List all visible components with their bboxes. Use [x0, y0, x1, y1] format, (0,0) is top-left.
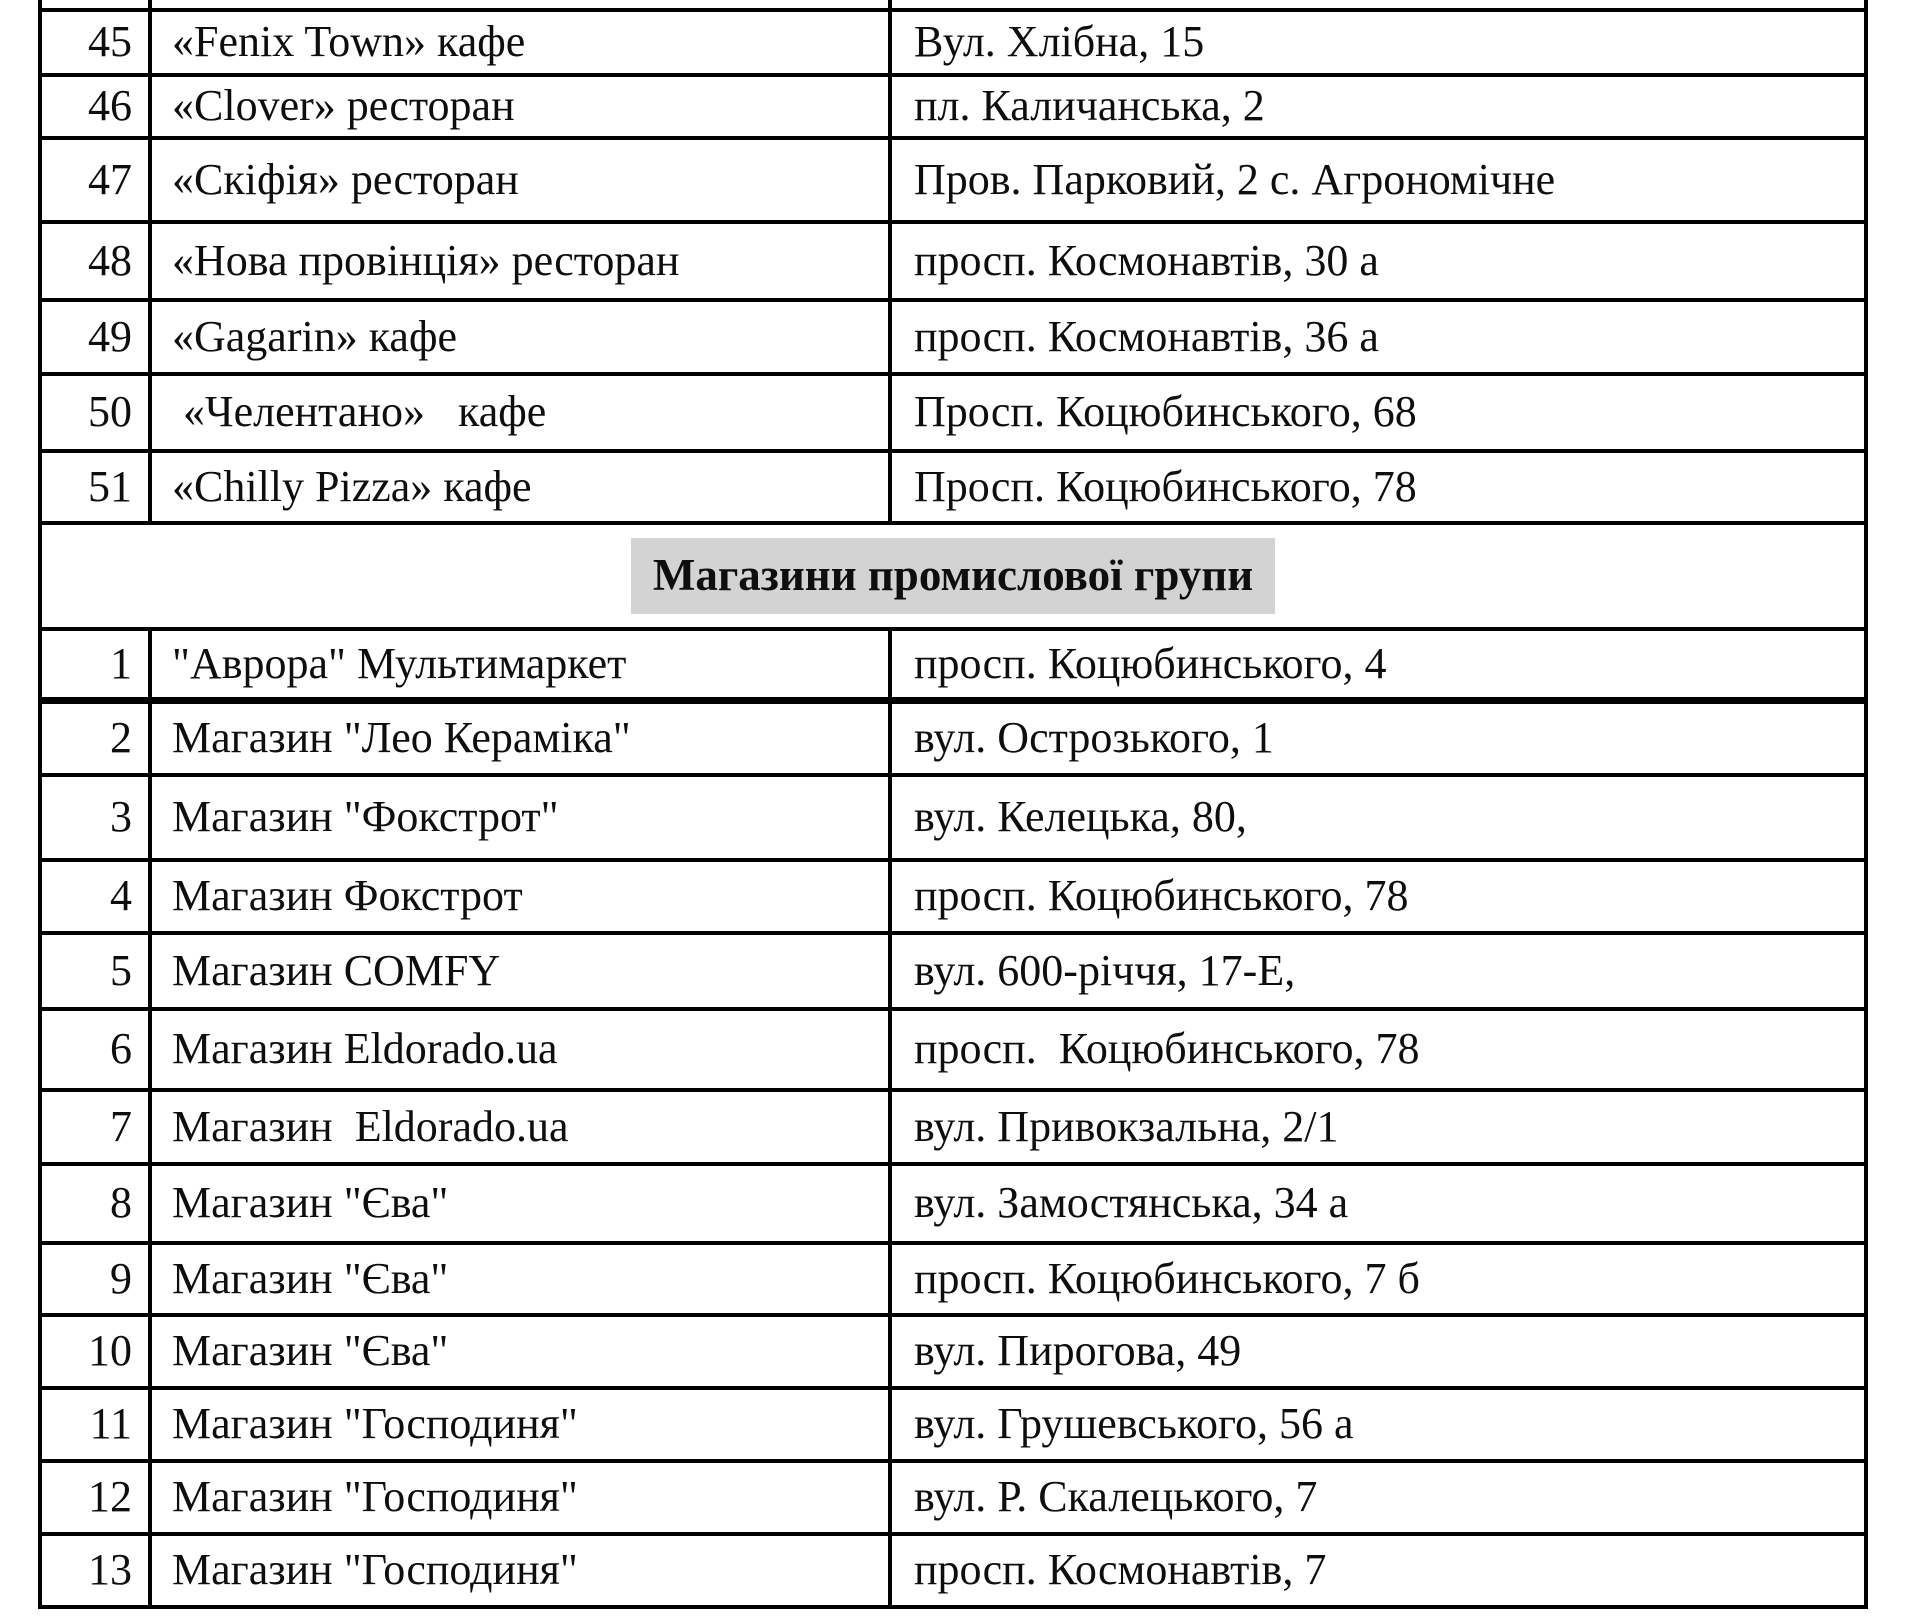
establishment-name-cell [152, 0, 892, 8]
establishment-name-cell: Магазин "Господиня" [152, 1463, 892, 1532]
address-cell: просп. Космонавтів, 36 а [914, 311, 1379, 361]
table-row: 47 «Скіфія» ресторан Пров. Парковий, 2 с… [42, 140, 1864, 224]
address-cell: вул. Келецька, 80, [914, 792, 1247, 842]
row-number-cell: 10 [42, 1317, 152, 1386]
table-row: 4 Магазин Фокстрот просп. Коцюбинського,… [42, 862, 1864, 935]
row-number-cell: 4 [42, 862, 152, 931]
address-cell: пл. Каличанська, 2 [914, 81, 1265, 131]
table-row: 45 «Fenix Town» кафе Вул. Хлібна, 15 [42, 12, 1864, 77]
cafes-rows: 45 «Fenix Town» кафе Вул. Хлібна, 15 46 … [42, 12, 1864, 525]
address-cell [892, 0, 1864, 8]
row-number-cell: 47 [42, 140, 152, 220]
establishment-name-cell: Магазин "Єва" [152, 1317, 892, 1386]
row-number-cell: 49 [42, 302, 152, 372]
table-row: 6 Магазин Eldorado.ua просп. Коцюбинсько… [42, 1011, 1864, 1092]
row-number-cell: 5 [42, 935, 152, 1007]
shops-rows: 1 "Аврора" Мультимаркет просп. Коцюбинсь… [42, 631, 1864, 1609]
establishment-name-cell: Магазин Фокстрот [152, 862, 892, 931]
address-cell: просп. Космонавтів, 30 а [914, 235, 1379, 285]
table-row: 9 Магазин "Єва" просп. Коцюбинського, 7 … [42, 1245, 1864, 1317]
row-number-cell: 6 [42, 1011, 152, 1088]
address-cell: просп. Космонавтів, 7 [914, 1545, 1327, 1595]
establishment-name-cell: "Аврора" Мультимаркет [152, 631, 892, 697]
establishment-name-cell: Магазин "Господиня" [152, 1390, 892, 1459]
row-number-cell: 1 [42, 631, 152, 697]
address-cell: просп. Коцюбинського, 78 [914, 871, 1409, 921]
table-row: 2 Магазин "Лео Кераміка" вул. Острозьког… [42, 704, 1864, 777]
address-cell: вул. Замостянська, 34 а [914, 1178, 1349, 1228]
table-row: 51 «Chilly Pizza» кафе Просп. Коцюбинськ… [42, 453, 1864, 525]
section-header-row: Магазини промислової групи [42, 525, 1864, 631]
row-number-cell: 12 [42, 1463, 152, 1532]
establishment-name-cell: Магазин COMFY [152, 935, 892, 1007]
establishment-name-cell: Магазин "Єва" [152, 1245, 892, 1313]
address-cell: просп. Коцюбинського, 7 б [914, 1253, 1420, 1303]
table-row: 8 Магазин "Єва" вул. Замостянська, 34 а [42, 1166, 1864, 1245]
table-row: 11 Магазин "Господиня" вул. Грушевського… [42, 1390, 1864, 1463]
row-number-cell: 51 [42, 453, 152, 521]
table-row: 12 Магазин "Господиня" вул. Р. Скалецько… [42, 1463, 1864, 1536]
table-row: 48 «Нова провінція» ресторан просп. Косм… [42, 224, 1864, 302]
row-number-cell: 11 [42, 1390, 152, 1459]
row-number-cell: 3 [42, 777, 152, 858]
section-header-title: Магазини промислової групи [630, 538, 1276, 614]
row-number-cell: 13 [42, 1536, 152, 1605]
establishment-name-cell: «Нова провінція» ресторан [152, 224, 892, 298]
establishment-name-cell: Магазин "Фокстрот" [152, 777, 892, 858]
establishment-name-cell: Магазин "Господиня" [152, 1536, 892, 1605]
table-row: 10 Магазин "Єва" вул. Пирогова, 49 [42, 1317, 1864, 1390]
establishments-table: 45 «Fenix Town» кафе Вул. Хлібна, 15 46 … [38, 0, 1868, 1609]
establishment-name-cell: «Gagarin» кафе [152, 302, 892, 372]
table-row: 46 «Clover» ресторан пл. Каличанська, 2 [42, 77, 1864, 140]
table-row: 13 Магазин "Господиня" просп. Космонавті… [42, 1536, 1864, 1609]
address-cell: вул. Острозького, 1 [914, 713, 1274, 763]
table-row: 3 Магазин "Фокстрот" вул. Келецька, 80, [42, 777, 1864, 862]
address-cell: Просп. Коцюбинського, 78 [914, 461, 1417, 511]
address-cell: Просп. Коцюбинського, 68 [914, 387, 1417, 437]
row-number-cell: 46 [42, 77, 152, 136]
table-row-partial [42, 0, 1864, 12]
row-number-cell: 50 [42, 376, 152, 449]
table-row: 7 Магазин Eldorado.ua вул. Привокзальна,… [42, 1092, 1864, 1166]
establishment-name-cell: Магазин "Єва" [152, 1166, 892, 1241]
row-number-cell: 2 [42, 704, 152, 773]
address-cell: вул. Привокзальна, 2/1 [914, 1101, 1339, 1151]
establishment-name-cell: «Clover» ресторан [152, 77, 892, 136]
establishment-name-cell: Магазин Eldorado.ua [152, 1092, 892, 1162]
establishment-name-cell: «Chilly Pizza» кафе [152, 453, 892, 521]
address-cell: вул. Грушевського, 56 а [914, 1399, 1354, 1449]
address-cell: просп. Коцюбинського, 78 [914, 1024, 1420, 1074]
establishment-name-cell: «Fenix Town» кафе [152, 12, 892, 73]
establishment-name-cell: «Челентано» кафе [152, 376, 892, 449]
row-number-cell: 7 [42, 1092, 152, 1162]
address-cell: вул. 600-річчя, 17-Е, [914, 945, 1296, 995]
table-row: 50 «Челентано» кафе Просп. Коцюбинського… [42, 376, 1864, 453]
establishment-name-cell: «Скіфія» ресторан [152, 140, 892, 220]
establishment-name-cell: Магазин "Лео Кераміка" [152, 704, 892, 773]
table-row: 5 Магазин COMFY вул. 600-річчя, 17-Е, [42, 935, 1864, 1011]
table-row: 1 "Аврора" Мультимаркет просп. Коцюбинсь… [42, 631, 1864, 704]
address-cell: Вул. Хлібна, 15 [914, 17, 1205, 67]
address-cell: вул. Пирогова, 49 [914, 1326, 1242, 1376]
row-number-cell: 48 [42, 224, 152, 298]
address-cell: Пров. Парковий, 2 с. Агрономічне [914, 154, 1556, 204]
row-number-cell [42, 0, 152, 8]
row-number-cell: 45 [42, 12, 152, 73]
address-cell: просп. Коцюбинського, 4 [914, 638, 1387, 688]
row-number-cell: 8 [42, 1166, 152, 1241]
table-row: 49 «Gagarin» кафе просп. Космонавтів, 36… [42, 302, 1864, 376]
address-cell: вул. Р. Скалецького, 7 [914, 1472, 1318, 1522]
row-number-cell: 9 [42, 1245, 152, 1313]
establishment-name-cell: Магазин Eldorado.ua [152, 1011, 892, 1088]
